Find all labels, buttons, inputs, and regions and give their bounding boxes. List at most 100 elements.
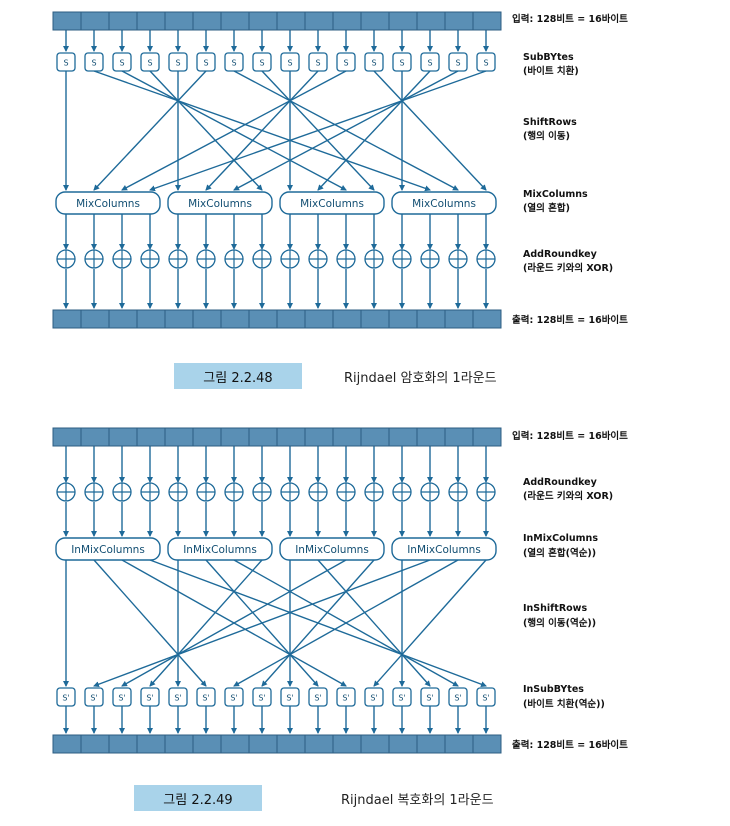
input-byte-2-cell: [164, 427, 194, 447]
output-byte-cell: [220, 309, 250, 329]
mixcolumns-box: [167, 191, 273, 215]
output-byte-2-cell: [360, 734, 390, 754]
output-byte-cell: [192, 309, 222, 329]
subbytes-box: [420, 52, 440, 72]
insubbytes-label: S': [174, 694, 181, 703]
output-byte-2-cell: [108, 734, 138, 754]
subbytes-label: S: [371, 59, 376, 68]
output-byte-cell: [248, 309, 278, 329]
input-byte-2-cell: [52, 427, 82, 447]
decryption-insubbytes-boxes: S' S' S' S' S' S' S' S' S' S' S' S' S' S' S' S': [56, 687, 496, 707]
step-desc-subbytes: (바이트 치환): [523, 65, 579, 77]
output-byte-cell: [108, 309, 138, 329]
insubbytes-box: [420, 687, 440, 707]
insubbytes-box: [168, 687, 188, 707]
output-byte-2-cell: [220, 734, 250, 754]
inmixcolumns-label: InMixColumns: [183, 544, 257, 556]
inmixcolumns-label: InMixColumns: [407, 544, 481, 556]
shiftrows-arrow: [121, 70, 347, 191]
input-byte-cell: [304, 11, 334, 31]
inmixcolumns-box: [279, 537, 385, 561]
input-byte-cell: [416, 11, 446, 31]
output-byte-2-cell: [276, 734, 306, 754]
step-name-inshiftrows: InShiftRows: [523, 603, 587, 614]
input-byte-2-cell: [248, 427, 278, 447]
step-desc-inshiftrows: (행의 이동(역순)): [523, 617, 596, 629]
inmixcolumns-box: [167, 537, 273, 561]
output-byte-2-cell: [136, 734, 166, 754]
mixcolumns-label: MixColumns: [300, 198, 364, 210]
subbytes-box: [224, 52, 244, 72]
input-byte-2-cell: [444, 427, 474, 447]
step-name-insubbytes: InSubBYtes: [523, 684, 584, 695]
subbytes-box: [252, 52, 272, 72]
input-byte-cell: [136, 11, 166, 31]
output-byte-cell: [136, 309, 166, 329]
subbytes-box: [476, 52, 496, 72]
subbytes-label: S: [399, 59, 404, 68]
encryption-mixcolumns-boxes: MixColumns MixColumns MixColumns MixColumns: [55, 191, 497, 215]
inmixcolumns-box: [55, 537, 161, 561]
input-byte-cell: [360, 11, 390, 31]
insubbytes-box: [84, 687, 104, 707]
inshiftrows-arrow: [149, 559, 487, 688]
inmixcolumns-label: InMixColumns: [295, 544, 369, 556]
subbytes-label: S: [175, 59, 180, 68]
mixcolumns-box: [55, 191, 161, 215]
insubbytes-label: S': [398, 694, 405, 703]
input-byte-cell: [220, 11, 250, 31]
subbytes-label: S: [343, 59, 348, 68]
decryption-xor-symbols: [56, 482, 496, 502]
decryption-inmixcolumns-boxes: InMixColumns InMixColumns InMixColumns InMi…: [55, 537, 497, 561]
subbytes-label: S: [315, 59, 320, 68]
insubbytes-box: [112, 687, 132, 707]
inshiftrows-arrow: [233, 559, 459, 687]
step-desc-insubbytes: (바이트 치환(역순)): [523, 698, 605, 710]
subbytes-box: [56, 52, 76, 72]
subbytes-box: [448, 52, 468, 72]
input-byte-cell: [192, 11, 222, 31]
encryption-byte-bars: [52, 11, 502, 329]
insubbytes-label: S': [454, 694, 461, 703]
subbytes-label: S: [455, 59, 460, 68]
decryption-labels: 입력: 128비트 = 16바이트 AddRoundkey (라운드 키와의 X…: [512, 430, 628, 751]
inshiftrows-arrow: [149, 559, 263, 687]
output-byte-2-cell: [472, 734, 502, 754]
step-name-addroundkey: AddRoundkey: [523, 249, 598, 260]
subbytes-box: [112, 52, 132, 72]
insubbytes-box: [140, 687, 160, 707]
insubbytes-label: S': [230, 694, 237, 703]
input-byte-2-cell: [332, 427, 362, 447]
shiftrows-arrow: [149, 70, 487, 192]
step-name-inmixcolumns: InMixColumns: [523, 533, 598, 544]
output-byte-cell: [80, 309, 110, 329]
input-byte-cell: [332, 11, 362, 31]
insubbytes-label: S': [62, 694, 69, 703]
input-byte-2-cell: [220, 427, 250, 447]
subbytes-label: S: [259, 59, 264, 68]
mixcolumns-box: [279, 191, 385, 215]
output-byte-2-cell: [304, 734, 334, 754]
input-byte-cell: [80, 11, 110, 31]
shiftrows-arrow: [93, 70, 207, 191]
input-byte-2-cell: [388, 427, 418, 447]
insubbytes-box: [196, 687, 216, 707]
insubbytes-label: S': [314, 694, 321, 703]
subbytes-label: S: [63, 59, 68, 68]
output-byte-cell: [360, 309, 390, 329]
encryption-labels: 입력: 128비트 = 16바이트 SubBYtes (바이트 치환) Shif…: [512, 13, 628, 326]
insubbytes-box: [224, 687, 244, 707]
subbytes-label: S: [91, 59, 96, 68]
mixcolumns-label: MixColumns: [76, 198, 140, 210]
subbytes-label: S: [287, 59, 292, 68]
encryption-input-label: 입력: 128비트 = 16바이트: [512, 13, 628, 25]
input-byte-2-cell: [416, 427, 446, 447]
subbytes-box: [308, 52, 328, 72]
subbytes-label: S: [147, 59, 152, 68]
shiftrows-arrow: [373, 70, 487, 191]
output-byte-2-cell: [52, 734, 82, 754]
mixcolumns-label: MixColumns: [188, 198, 252, 210]
insubbytes-box: [392, 687, 412, 707]
